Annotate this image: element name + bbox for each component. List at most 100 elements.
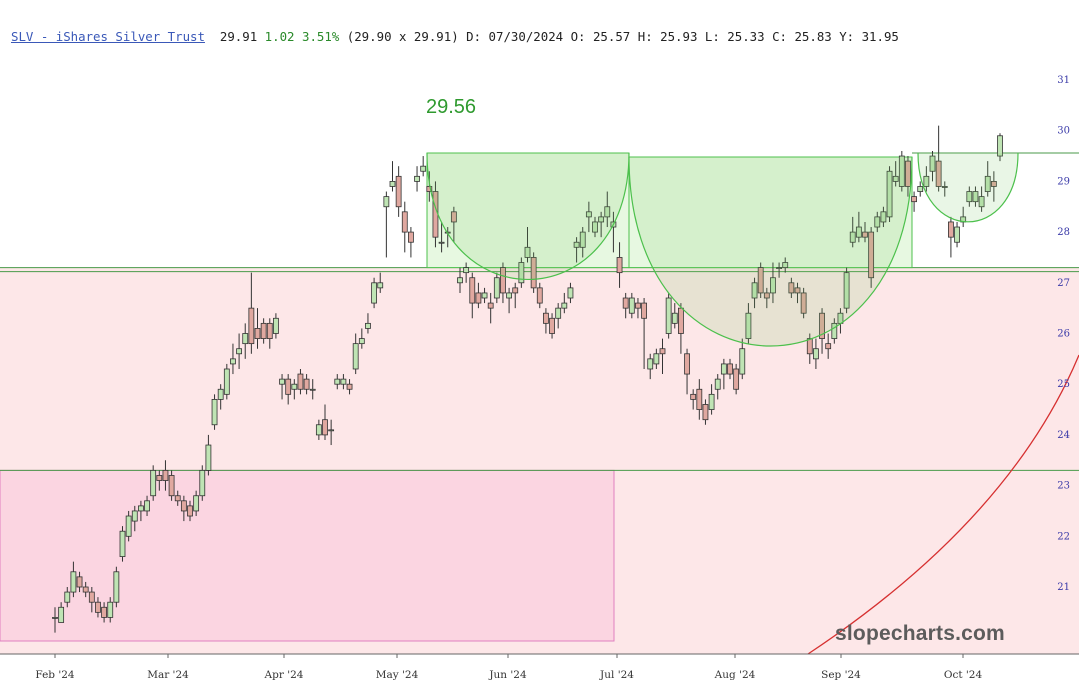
candle-body bbox=[248, 307, 255, 345]
candle bbox=[862, 221, 868, 243]
candle-body bbox=[303, 378, 310, 390]
candle bbox=[358, 328, 365, 349]
candle bbox=[125, 510, 132, 542]
candle bbox=[794, 282, 801, 304]
candle bbox=[733, 363, 740, 395]
candle-body bbox=[647, 358, 654, 370]
candle bbox=[585, 201, 592, 233]
candle-body bbox=[457, 277, 463, 284]
candle bbox=[678, 303, 684, 354]
candle bbox=[475, 282, 482, 309]
candle bbox=[702, 399, 709, 425]
candle-body bbox=[371, 282, 377, 304]
candle-body bbox=[352, 343, 359, 370]
candle bbox=[696, 379, 703, 420]
candle-body bbox=[825, 343, 832, 350]
candle-body bbox=[187, 505, 193, 517]
candle bbox=[156, 470, 163, 491]
candle-body bbox=[935, 160, 942, 187]
candle-body bbox=[346, 383, 353, 390]
close-price: C: 25.83 bbox=[772, 29, 832, 44]
candle bbox=[303, 374, 310, 395]
candle bbox=[279, 374, 285, 400]
y-tick-label: 23 bbox=[1057, 481, 1070, 492]
candle-body bbox=[770, 277, 776, 294]
candle-body bbox=[684, 353, 690, 375]
candle-body bbox=[334, 378, 341, 385]
x-tick-label: May '24 bbox=[376, 669, 419, 681]
candle bbox=[635, 298, 641, 319]
candle-body bbox=[291, 383, 298, 390]
candle-body bbox=[813, 348, 819, 360]
candle-body bbox=[898, 155, 905, 187]
candle bbox=[389, 161, 396, 192]
candle bbox=[917, 181, 924, 197]
candle bbox=[690, 389, 697, 410]
candle bbox=[905, 156, 911, 197]
candle-body bbox=[174, 495, 181, 502]
candle-body bbox=[886, 170, 893, 218]
candle-body bbox=[82, 586, 89, 593]
candle-body bbox=[383, 196, 390, 208]
quote-date: D: 07/30/2024 bbox=[466, 29, 564, 44]
candle bbox=[622, 292, 629, 319]
candle bbox=[438, 221, 445, 253]
candles bbox=[52, 125, 1003, 633]
candle bbox=[76, 571, 83, 593]
candle bbox=[579, 227, 586, 258]
candle bbox=[592, 216, 598, 238]
y-tick-label: 29 bbox=[1057, 176, 1070, 187]
candle-body bbox=[549, 317, 555, 334]
candle-body bbox=[905, 160, 911, 187]
candle-body bbox=[800, 292, 807, 314]
candle bbox=[843, 267, 850, 314]
candle bbox=[561, 292, 568, 314]
candle bbox=[555, 303, 562, 329]
candle bbox=[217, 384, 224, 410]
candle bbox=[653, 348, 660, 369]
candle bbox=[383, 191, 390, 258]
candle bbox=[162, 460, 169, 491]
candle bbox=[647, 353, 654, 380]
candle bbox=[377, 272, 384, 293]
candle-body bbox=[880, 211, 887, 223]
x-tick-label: Aug '24 bbox=[714, 669, 756, 681]
candle-body bbox=[868, 231, 875, 279]
x-tick-label: Sep '24 bbox=[821, 669, 861, 681]
candle bbox=[616, 242, 623, 288]
candle-body bbox=[101, 606, 107, 618]
candle bbox=[954, 221, 960, 248]
candle-body bbox=[285, 378, 292, 395]
candle bbox=[751, 277, 758, 309]
candle bbox=[180, 495, 187, 522]
candle bbox=[408, 227, 414, 258]
candle-body bbox=[954, 226, 960, 243]
candle-body bbox=[322, 419, 328, 436]
candle-body bbox=[469, 277, 476, 304]
symbol-link[interactable]: SLV - iShares Silver Trust bbox=[11, 29, 205, 44]
y-tick-label: 30 bbox=[1057, 126, 1070, 137]
candle bbox=[745, 303, 752, 344]
candle-body bbox=[751, 282, 758, 299]
candle-body bbox=[150, 469, 157, 497]
candle-body bbox=[236, 348, 242, 355]
candle bbox=[187, 500, 193, 522]
candle-body bbox=[512, 287, 519, 294]
candle bbox=[193, 490, 200, 517]
x-tick-label: Apr '24 bbox=[264, 669, 304, 681]
candle-body bbox=[690, 393, 697, 400]
candle-body bbox=[217, 388, 224, 400]
candle-body bbox=[555, 307, 562, 319]
candle bbox=[923, 166, 930, 192]
candle bbox=[315, 419, 322, 440]
candle-body bbox=[659, 348, 666, 355]
candle bbox=[831, 318, 838, 344]
candle-body bbox=[929, 155, 936, 172]
candle-body bbox=[720, 363, 727, 375]
candle-body bbox=[340, 378, 347, 385]
candle bbox=[708, 384, 715, 415]
candle bbox=[168, 470, 175, 501]
candle bbox=[886, 166, 893, 222]
candle-body bbox=[266, 322, 273, 339]
